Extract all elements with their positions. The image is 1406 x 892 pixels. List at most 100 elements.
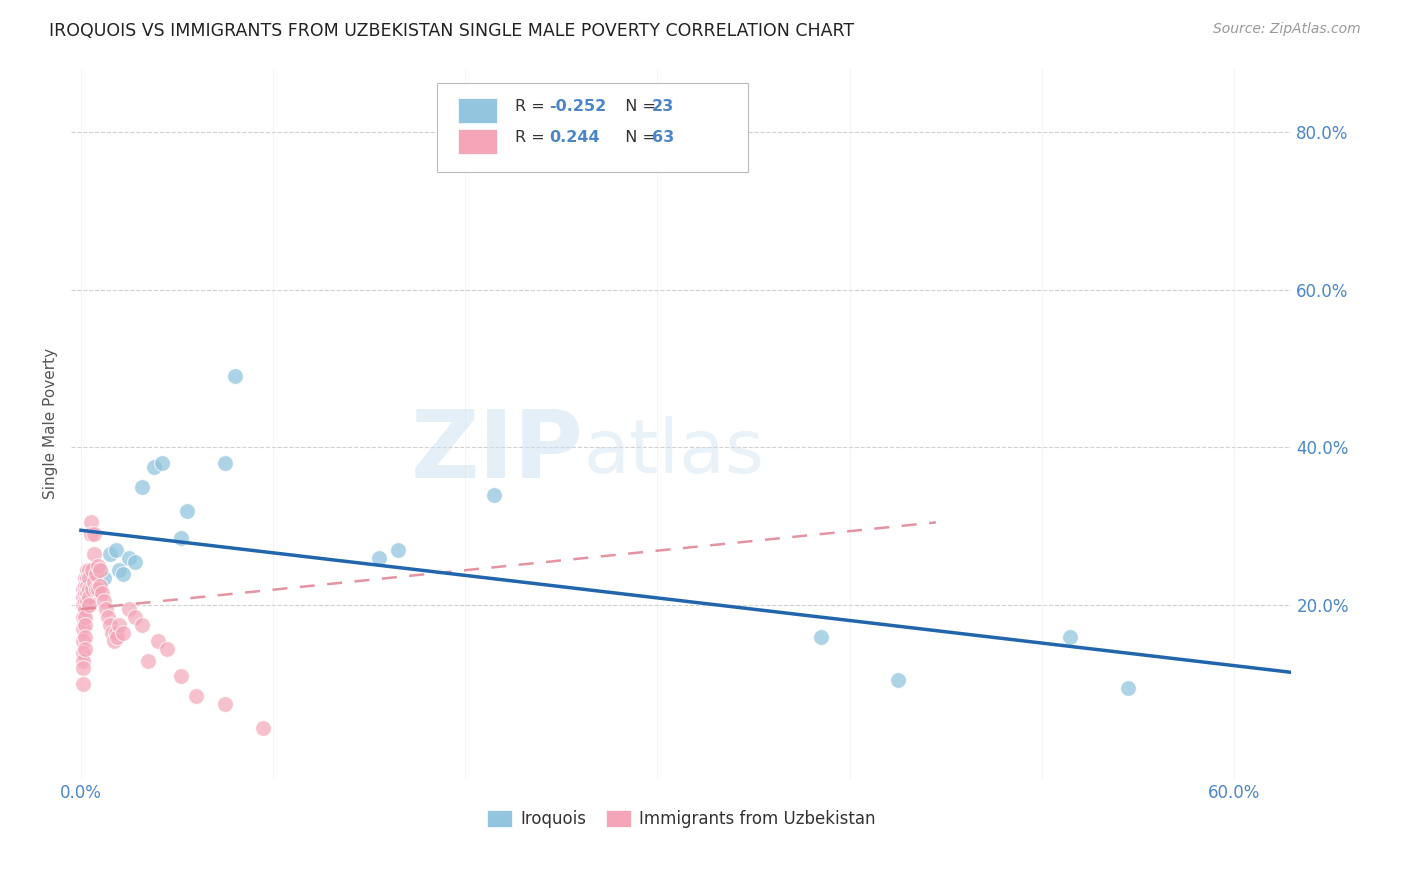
- Point: [170, 669, 193, 683]
- Point: [100, 626, 122, 640]
- Point: [72, 677, 94, 691]
- Point: [367, 550, 389, 565]
- Point: [72, 653, 94, 667]
- Point: [76, 563, 98, 577]
- Point: [77, 591, 100, 605]
- Text: N =: N =: [616, 130, 662, 145]
- Point: [73, 602, 96, 616]
- Point: [142, 460, 165, 475]
- Text: R =: R =: [516, 99, 550, 113]
- Point: [73, 586, 96, 600]
- Point: [108, 563, 131, 577]
- Text: ZIP: ZIP: [411, 406, 583, 498]
- Point: [112, 626, 135, 640]
- Point: [112, 566, 135, 581]
- Point: [72, 591, 94, 605]
- Point: [810, 630, 832, 644]
- Point: [76, 578, 98, 592]
- Point: [124, 555, 146, 569]
- Point: [76, 586, 98, 600]
- Point: [77, 599, 100, 613]
- Point: [170, 531, 193, 545]
- Text: 23: 23: [652, 99, 675, 113]
- Point: [73, 641, 96, 656]
- Point: [156, 641, 179, 656]
- Point: [97, 610, 120, 624]
- Point: [87, 558, 110, 573]
- Point: [224, 369, 246, 384]
- Point: [98, 547, 121, 561]
- Point: [72, 582, 94, 597]
- Point: [93, 594, 115, 608]
- Point: [104, 543, 127, 558]
- FancyBboxPatch shape: [458, 129, 498, 154]
- Point: [76, 594, 98, 608]
- Point: [1059, 630, 1081, 644]
- Point: [136, 653, 159, 667]
- Point: [89, 563, 111, 577]
- Point: [124, 610, 146, 624]
- Point: [103, 633, 125, 648]
- Point: [82, 582, 104, 597]
- Point: [87, 582, 110, 597]
- Point: [72, 599, 94, 613]
- Point: [82, 563, 104, 577]
- FancyBboxPatch shape: [437, 83, 748, 171]
- Point: [252, 721, 274, 735]
- Point: [186, 689, 208, 703]
- Point: [72, 633, 94, 648]
- Text: 63: 63: [652, 130, 675, 145]
- Point: [72, 622, 94, 636]
- FancyBboxPatch shape: [458, 97, 498, 123]
- Point: [176, 503, 198, 517]
- Point: [73, 610, 96, 624]
- Point: [131, 480, 153, 494]
- Text: atlas: atlas: [583, 416, 765, 489]
- Point: [72, 661, 94, 675]
- Point: [214, 697, 236, 711]
- Point: [76, 571, 98, 585]
- Text: 0.244: 0.244: [550, 130, 600, 145]
- Point: [107, 630, 129, 644]
- Point: [118, 550, 141, 565]
- Point: [84, 582, 107, 597]
- Point: [77, 582, 100, 597]
- Point: [73, 630, 96, 644]
- Point: [83, 547, 105, 561]
- Point: [89, 578, 111, 592]
- Text: -0.252: -0.252: [550, 99, 607, 113]
- Point: [72, 610, 94, 624]
- Point: [89, 563, 111, 577]
- Point: [146, 633, 169, 648]
- Point: [83, 527, 105, 541]
- Point: [1116, 681, 1139, 695]
- Point: [91, 586, 114, 600]
- Point: [131, 618, 153, 632]
- Point: [104, 626, 127, 640]
- Point: [77, 563, 100, 577]
- Point: [73, 578, 96, 592]
- Point: [98, 618, 121, 632]
- Text: IROQUOIS VS IMMIGRANTS FROM UZBEKISTAN SINGLE MALE POVERTY CORRELATION CHART: IROQUOIS VS IMMIGRANTS FROM UZBEKISTAN S…: [49, 22, 855, 40]
- Point: [73, 571, 96, 585]
- Point: [79, 516, 101, 530]
- Legend: Iroquois, Immigrants from Uzbekistan: Iroquois, Immigrants from Uzbekistan: [479, 803, 883, 835]
- Text: R =: R =: [516, 130, 555, 145]
- Point: [77, 571, 100, 585]
- Point: [72, 646, 94, 660]
- Point: [150, 456, 173, 470]
- Point: [108, 618, 131, 632]
- Point: [482, 488, 505, 502]
- Point: [73, 618, 96, 632]
- Point: [79, 527, 101, 541]
- Point: [84, 566, 107, 581]
- Text: Source: ZipAtlas.com: Source: ZipAtlas.com: [1213, 22, 1361, 37]
- Point: [83, 574, 105, 589]
- Y-axis label: Single Male Poverty: Single Male Poverty: [44, 348, 58, 500]
- Point: [94, 602, 117, 616]
- Point: [214, 456, 236, 470]
- Point: [93, 571, 115, 585]
- Point: [118, 602, 141, 616]
- Text: N =: N =: [616, 99, 662, 113]
- Point: [73, 594, 96, 608]
